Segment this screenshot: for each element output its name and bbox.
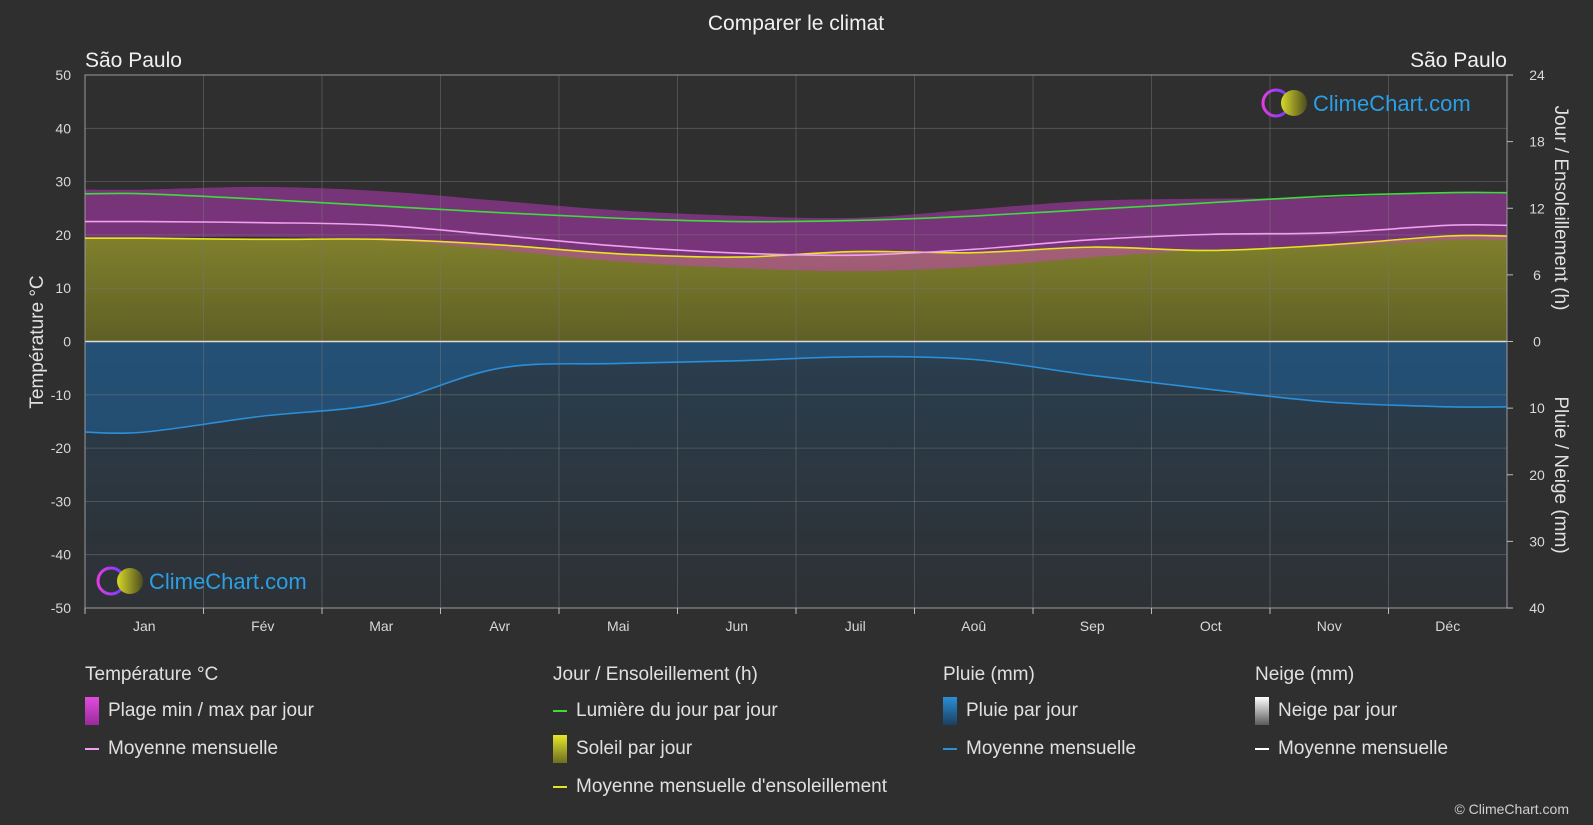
temperature-mean-line (84, 220, 1508, 257)
y-right-top-tick-label: 18 (1529, 134, 1545, 150)
y-right-top-tick-label: 12 (1529, 200, 1545, 216)
rain-mean-line (84, 355, 1508, 435)
y-right-top-tick-label: 24 (1529, 67, 1545, 83)
legend-rain: Pluie (mm) Pluie par jour Moyenne mensue… (943, 664, 1136, 768)
daylight-swatch-icon (553, 710, 567, 712)
x-tick-label: Aoû (961, 618, 986, 634)
legend-snow: Neige (mm) Neige par jour Moyenne mensue… (1255, 664, 1448, 768)
legend-snow-title: Neige (mm) (1255, 664, 1355, 685)
legend-rain-mean-label: Moyenne mensuelle (966, 738, 1137, 759)
legend-temp-mean-label: Moyenne mensuelle (108, 738, 279, 759)
x-tick-label: Déc (1435, 618, 1460, 634)
snow-mean-swatch-icon (1255, 748, 1269, 750)
legend-snow-mean-label: Moyenne mensuelle (1278, 738, 1449, 759)
legend-snow-mean: Moyenne mensuelle (1255, 730, 1448, 768)
x-tick-label: Sep (1080, 618, 1105, 634)
legend-sun-title: Jour / Ensoleillement (h) (553, 664, 758, 685)
y-left-tick-label: 40 (55, 120, 71, 136)
y-right-top-tick-label: 0 (1533, 334, 1541, 350)
y-left-tick-label: 50 (55, 67, 71, 83)
sunshine-mean-swatch-icon (553, 786, 567, 788)
legend-snow-daily-label: Neige par jour (1278, 700, 1398, 721)
x-tick-label: Mai (607, 618, 630, 634)
legend-sun: Jour / Ensoleillement (h) Lumière du jou… (553, 664, 887, 806)
climechart-logo-sun-icon (1281, 90, 1307, 116)
watermark-bottom: ClimeChart.com (96, 566, 307, 596)
y-left-tick-label: -10 (51, 387, 71, 403)
legend-temp-range: Plage min / max par jour (85, 692, 314, 730)
y-right-bottom-tick-label: 20 (1529, 467, 1545, 483)
y-right-top-axis-label: Jour / Ensoleillement (h) (1550, 106, 1571, 311)
y-left-tick-label: -20 (51, 440, 71, 456)
y-left-axis-label: Température °C (27, 275, 48, 408)
climechart-logo-sun-icon (117, 568, 143, 594)
y-left-tick-label: -30 (51, 493, 71, 509)
x-tick-label: Juil (845, 618, 866, 634)
watermark-top: ClimeChart.com (1261, 88, 1471, 118)
watermark-text-top: ClimeChart.com (1313, 91, 1471, 116)
legend-daylight-label: Lumière du jour par jour (576, 700, 778, 721)
snow-swatch-icon (1255, 697, 1269, 725)
y-right-top-tick-label: 6 (1533, 267, 1541, 283)
legend-rain-daily-label: Pluie par jour (966, 700, 1078, 721)
y-right-bottom-tick-label: 40 (1529, 600, 1545, 616)
sunshine-swatch-icon (553, 735, 567, 763)
y-right-bottom-tick-label: 10 (1529, 400, 1545, 416)
legend-temp-mean: Moyenne mensuelle (85, 730, 314, 768)
rain-mean-swatch-icon (943, 748, 957, 750)
y-left-tick-label: 30 (55, 174, 71, 190)
legend-sunshine-mean: Moyenne mensuelle d'ensoleillement (553, 768, 887, 806)
x-tick-label: Fév (251, 618, 274, 634)
legend-daylight: Lumière du jour par jour (553, 692, 887, 730)
legend-rain-title: Pluie (mm) (943, 664, 1035, 685)
legend-snow-daily: Neige par jour (1255, 692, 1448, 730)
legend-sunshine-mean-label: Moyenne mensuelle d'ensoleillement (576, 776, 887, 797)
chart-canvas: Comparer le climat São Paulo São Paulo 5… (27, 12, 1571, 634)
legend: Température °C Plage min / max par jour … (0, 664, 1593, 814)
rain-swatch-icon (943, 697, 957, 725)
temp-mean-swatch-icon (85, 748, 99, 750)
legend-sunshine-label: Soleil par jour (576, 738, 693, 759)
legend-rain-mean: Moyenne mensuelle (943, 730, 1136, 768)
daylight-line (84, 191, 1508, 223)
legend-sunshine: Soleil par jour (553, 730, 887, 768)
city-left: São Paulo (85, 49, 182, 72)
city-right: São Paulo (1410, 49, 1507, 72)
x-tick-label: Mar (369, 618, 393, 634)
x-tick-label: Jun (725, 618, 748, 634)
x-tick-label: Jan (133, 618, 156, 634)
temp-range-swatch-icon (85, 697, 99, 725)
y-left-tick-label: -50 (51, 600, 71, 616)
y-left-tick-label: 10 (55, 280, 71, 296)
x-tick-label: Avr (489, 618, 510, 634)
y-left-tick-label: 0 (63, 334, 71, 350)
chart-title: Comparer le climat (708, 12, 884, 35)
y-left-tick-label: -40 (51, 547, 71, 563)
y-left-tick-label: 20 (55, 227, 71, 243)
legend-temperature: Température °C Plage min / max par jour … (85, 664, 314, 768)
copyright: © ClimeChart.com (1454, 801, 1569, 817)
x-tick-label: Nov (1317, 618, 1342, 634)
x-tick-label: Oct (1200, 618, 1222, 634)
legend-temp-range-label: Plage min / max par jour (108, 700, 314, 721)
watermark-text-bottom: ClimeChart.com (149, 569, 307, 594)
legend-rain-daily: Pluie par jour (943, 692, 1136, 730)
y-right-bottom-tick-label: 30 (1529, 533, 1545, 549)
y-right-bottom-axis-label: Pluie / Neige (mm) (1550, 396, 1571, 553)
legend-temperature-title: Température °C (85, 664, 219, 685)
